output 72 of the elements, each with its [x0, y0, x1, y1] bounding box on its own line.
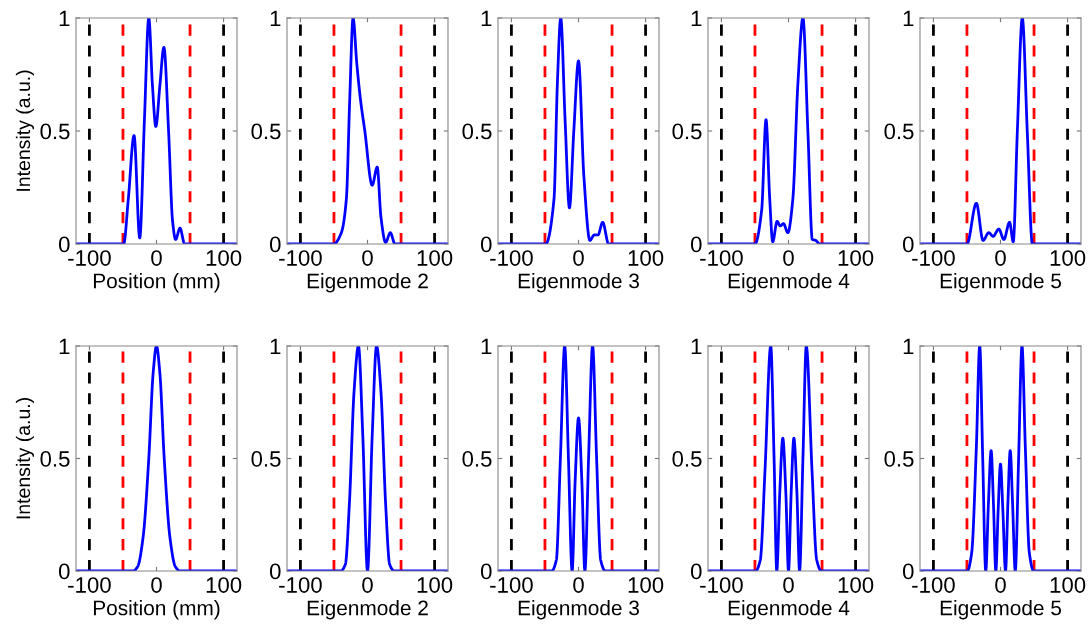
- x-axis-title: Eigenmode 3: [518, 600, 639, 620]
- x-tick-label: 100: [206, 250, 242, 266]
- y-tick-label: 0: [269, 563, 281, 580]
- x-tick-label: -100: [279, 577, 322, 593]
- y-tick-label: 0: [269, 236, 281, 253]
- x-tick-label: 0: [783, 577, 794, 593]
- y-tick-label: 0.5: [884, 123, 914, 140]
- x-tick-label: 0: [573, 577, 584, 593]
- y-tick-label: 0: [902, 236, 914, 253]
- y-tick-label: 1: [691, 338, 702, 355]
- y-axis-title: Intensity (a.u.): [15, 70, 34, 191]
- y-tick-label: 0: [690, 563, 702, 580]
- y-tick-label: 1: [59, 338, 70, 355]
- x-tick-label: -100: [490, 577, 533, 593]
- x-tick-label: 0: [995, 577, 1006, 593]
- x-axis-title: Position (mm): [93, 273, 220, 293]
- x-tick-label: -100: [68, 577, 111, 593]
- x-tick-label: 100: [838, 250, 874, 266]
- x-tick-label: 0: [362, 250, 373, 266]
- x-tick-label: 0: [995, 250, 1006, 266]
- x-axis-title: Eigenmode 2: [307, 273, 428, 293]
- x-axis-title: Eigenmode 2: [307, 600, 428, 620]
- x-tick-label: 0: [151, 250, 162, 266]
- y-tick-label: 0.5: [251, 451, 281, 467]
- x-axis-title: Eigenmode 5: [940, 600, 1062, 620]
- y-axis-title: Intensity (a.u.): [15, 398, 34, 519]
- y-tick-label: 0: [480, 563, 492, 580]
- y-tick-label: 0.5: [462, 451, 492, 467]
- y-tick-label: 1: [59, 10, 70, 27]
- x-tick-label: 0: [151, 577, 162, 593]
- y-tick-label: 0.5: [40, 451, 70, 467]
- x-tick-label: -100: [279, 250, 322, 266]
- x-tick-label: 100: [628, 577, 664, 593]
- x-axis-title: Eigenmode 5: [940, 273, 1062, 293]
- y-tick-label: 1: [903, 10, 914, 27]
- y-tick-label: 1: [270, 338, 281, 355]
- x-tick-label: 100: [417, 250, 453, 266]
- x-tick-label: -100: [912, 250, 955, 266]
- y-tick-label: 0.5: [251, 123, 281, 140]
- x-tick-label: -100: [700, 577, 743, 593]
- x-tick-label: 100: [417, 577, 453, 593]
- x-axis-title: Eigenmode 3: [518, 273, 639, 293]
- x-axis-title: Eigenmode 4: [728, 600, 850, 620]
- x-tick-label: 0: [783, 250, 794, 266]
- y-tick-label: 0.5: [40, 123, 70, 140]
- x-tick-label: 100: [1050, 577, 1086, 593]
- y-tick-label: 0.5: [672, 123, 702, 140]
- y-tick-label: 0: [902, 563, 914, 580]
- x-tick-label: 100: [628, 250, 664, 266]
- y-tick-label: 0: [58, 236, 70, 253]
- x-tick-label: -100: [68, 250, 111, 266]
- x-axis-title: Position (mm): [93, 600, 220, 620]
- x-tick-label: 0: [573, 250, 584, 266]
- y-tick-label: 1: [481, 10, 492, 27]
- y-tick-label: 1: [270, 10, 281, 27]
- x-tick-label: -100: [700, 250, 743, 266]
- x-tick-label: 100: [1050, 250, 1086, 266]
- y-tick-label: 0.5: [672, 451, 702, 467]
- x-tick-label: 100: [838, 577, 874, 593]
- y-tick-label: 0: [690, 236, 702, 253]
- y-tick-label: 0: [58, 563, 70, 580]
- y-tick-label: 1: [691, 10, 702, 27]
- y-tick-label: 0: [480, 236, 492, 253]
- y-tick-label: 1: [903, 338, 914, 355]
- y-tick-label: 0.5: [884, 451, 914, 467]
- y-tick-label: 0.5: [462, 123, 492, 140]
- x-axis-title: Eigenmode 4: [728, 273, 850, 293]
- y-tick-label: 1: [481, 338, 492, 355]
- x-tick-label: 0: [362, 577, 373, 593]
- x-tick-label: -100: [490, 250, 533, 266]
- x-tick-label: 100: [206, 577, 242, 593]
- x-tick-label: -100: [912, 577, 955, 593]
